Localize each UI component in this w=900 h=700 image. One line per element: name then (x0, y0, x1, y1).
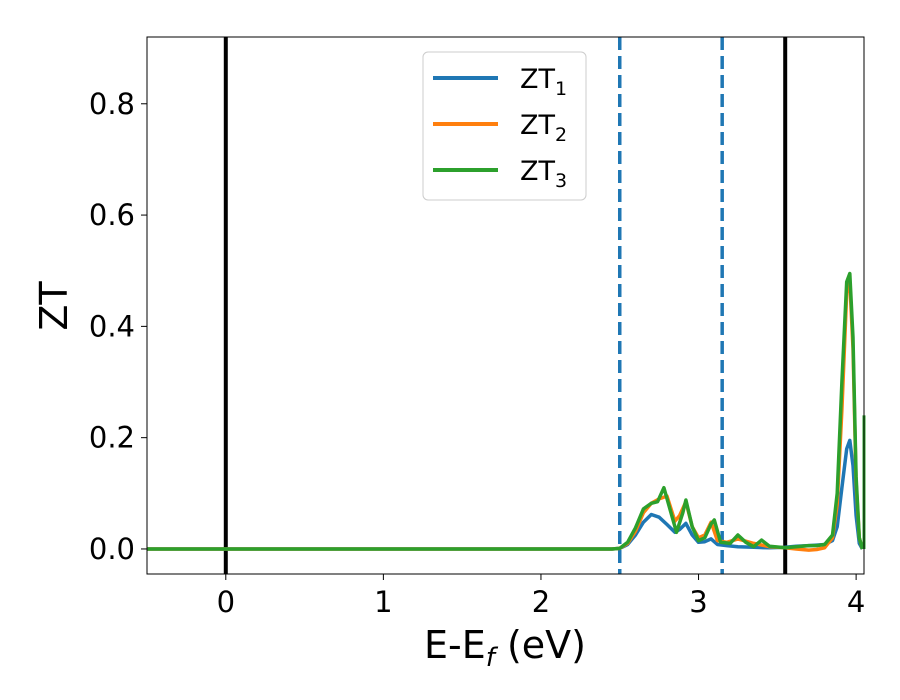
legend-label-zt3: ZT3 (520, 156, 567, 192)
series-line-zt1 (147, 438, 864, 551)
x-tick-label: 3 (689, 585, 707, 619)
y-axis-label: ZT (32, 281, 76, 331)
y-axis-ticks: 0.0 0.2 0.4 0.6 0.8 (89, 87, 147, 566)
x-tick-label: 0 (217, 585, 235, 619)
y-tick-label: 0.0 (89, 532, 135, 566)
x-axis-ticks: 0 1 2 3 4 (217, 574, 865, 619)
legend-box (422, 51, 587, 201)
y-tick-label: 0.8 (89, 87, 135, 121)
legend: ZT1 ZT2 ZT3 (422, 51, 587, 201)
y-tick-label: 0.6 (89, 198, 135, 232)
y-tick-label: 0.4 (89, 309, 135, 343)
series-line-zt3 (147, 271, 865, 551)
legend-label-zt1: ZT1 (520, 64, 567, 100)
x-tick-label: 2 (532, 585, 550, 619)
x-tick-label: 1 (374, 585, 392, 619)
x-tick-label: 4 (847, 585, 865, 619)
x-axis-label: E-Ef (eV) (424, 623, 586, 673)
plot-frame (146, 36, 865, 575)
legend-label-zt2: ZT2 (520, 110, 567, 146)
vertical-reference-lines (223, 37, 788, 574)
y-tick-label: 0.2 (89, 421, 135, 455)
x-axis-label-unit: (eV) (495, 623, 586, 667)
